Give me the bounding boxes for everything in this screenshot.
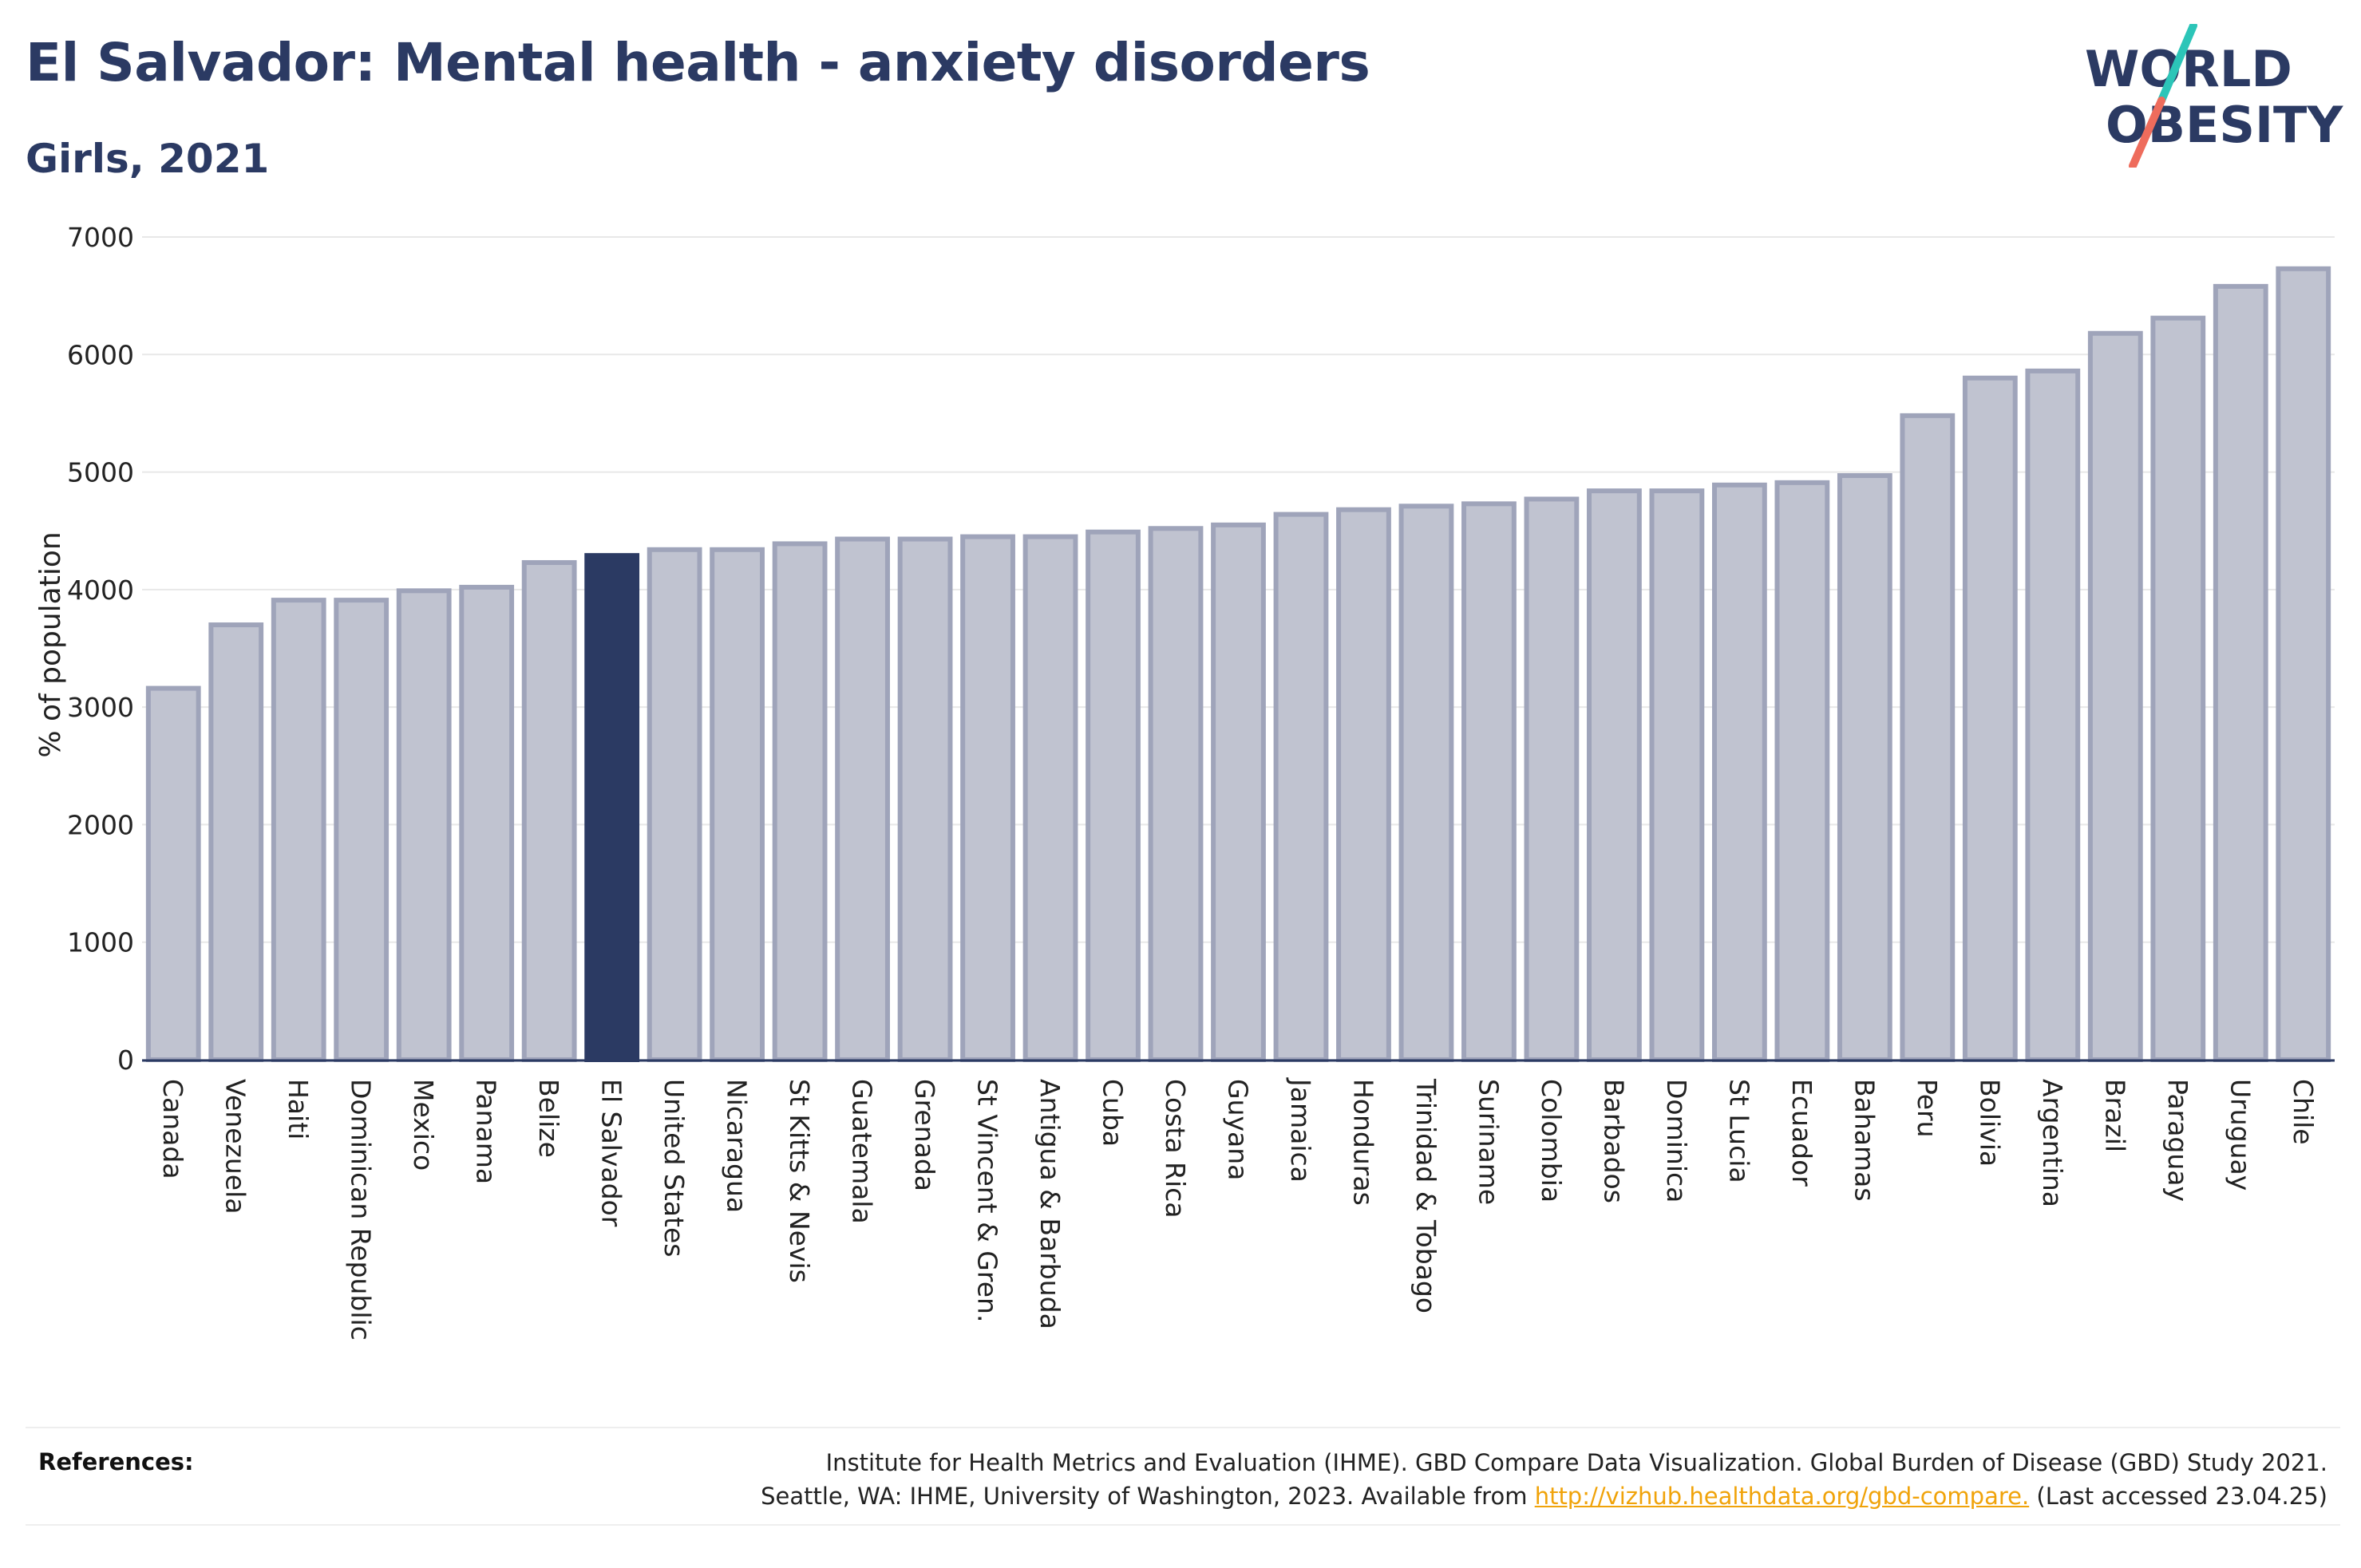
x-tick-label: Argentina <box>2037 1079 2068 1207</box>
bar <box>1837 472 1892 1062</box>
world-obesity-logo: WORLD OBESITY <box>2085 24 2343 168</box>
references-line-2-suffix: (Last accessed 23.04.25) <box>2029 1483 2327 1511</box>
x-tick-label: Mexico <box>408 1079 439 1171</box>
bar <box>2213 283 2268 1062</box>
x-tick-label: St Lucia <box>1723 1079 1754 1183</box>
x-tick-label: Honduras <box>1347 1079 1378 1206</box>
y-tick-label: 3000 <box>67 692 134 723</box>
bar <box>1398 504 1454 1062</box>
bar <box>897 536 953 1062</box>
bar <box>1336 507 1391 1062</box>
references-line-1: Institute for Health Metrics and Evaluat… <box>825 1449 2327 1476</box>
y-tick-label: 0 <box>117 1045 134 1076</box>
x-tick-label: Belize <box>533 1079 564 1158</box>
bar <box>1211 522 1266 1062</box>
x-tick-label: Dominica <box>1661 1079 1692 1203</box>
bar <box>396 588 452 1062</box>
bar <box>521 559 577 1062</box>
bar <box>2025 368 2081 1062</box>
references-label: References: <box>38 1448 194 1475</box>
chart-subtitle: Girls, 2021 <box>26 136 270 182</box>
y-tick-label: 6000 <box>67 339 134 370</box>
references-link[interactable]: http://vizhub.healthdata.org/gbd-compare… <box>1534 1483 2030 1511</box>
references-line-2: Seattle, WA: IHME, University of Washing… <box>761 1479 2327 1513</box>
bar <box>647 547 702 1062</box>
x-tick-label: St Vincent & Gren. <box>972 1079 1003 1322</box>
bar <box>1774 480 1830 1062</box>
x-tick-label: Peru <box>1912 1079 1943 1138</box>
bar <box>1148 526 1204 1062</box>
x-tick-label: Bolivia <box>1974 1079 2005 1167</box>
bar <box>584 553 640 1062</box>
y-tick-label: 2000 <box>67 809 134 840</box>
x-tick-label: Guyana <box>1223 1079 1254 1180</box>
x-tick-label: Dominican Republic <box>346 1079 377 1341</box>
logo-slash-bottom <box>2129 97 2165 168</box>
footer-divider-bottom <box>26 1524 2340 1526</box>
x-tick-label: Trinidad & Tobago <box>1410 1078 1442 1313</box>
bar <box>1461 501 1517 1062</box>
bar <box>1273 511 1329 1062</box>
bar <box>835 536 890 1062</box>
bars <box>145 266 2331 1062</box>
bar <box>710 547 765 1062</box>
y-tick-label: 4000 <box>67 575 134 606</box>
x-tick-label: Barbados <box>1598 1079 1629 1203</box>
x-tick-label: Uruguay <box>2225 1079 2256 1191</box>
y-tick-label: 7000 <box>67 222 134 253</box>
logo-slash-top <box>2157 24 2197 105</box>
y-tick-label: 1000 <box>67 927 134 958</box>
bar <box>1587 488 1642 1062</box>
chart-title: El Salvador: Mental health - anxiety dis… <box>26 32 1370 93</box>
x-tick-label: Jamaica <box>1285 1077 1316 1183</box>
references-line-2-prefix: Seattle, WA: IHME, University of Washing… <box>761 1483 1535 1511</box>
y-axis-ticks: 0 1000 2000 3000 4000 5000 6000 7000 <box>67 222 134 1076</box>
bar <box>1649 488 1705 1062</box>
bar <box>208 622 264 1062</box>
x-tick-label: Cuba <box>1097 1079 1129 1147</box>
x-tick-label: Venezuela <box>220 1079 251 1214</box>
bar <box>1524 496 1580 1062</box>
bar <box>1022 534 1078 1062</box>
references-text: Institute for Health Metrics and Evaluat… <box>761 1446 2327 1513</box>
bar-chart: 0 1000 2000 3000 4000 5000 6000 7000 Canada Vene… <box>34 222 2335 1341</box>
x-tick-label: Chile <box>2288 1079 2319 1145</box>
x-tick-label: Haiti <box>283 1079 314 1139</box>
bar <box>145 685 201 1062</box>
x-tick-label: Grenada <box>909 1079 940 1191</box>
footer-divider-top <box>26 1427 2340 1428</box>
x-tick-label: Canada <box>157 1079 188 1179</box>
x-tick-label: Paraguay <box>2162 1079 2193 1202</box>
bar <box>271 598 326 1062</box>
bar <box>2087 330 2143 1062</box>
x-tick-label: Suriname <box>1473 1079 1504 1205</box>
bar <box>960 534 1015 1062</box>
x-tick-label: Bahamas <box>1849 1079 1880 1202</box>
x-tick-label: Panama <box>471 1079 502 1184</box>
bar <box>1711 482 1767 1062</box>
bar <box>1962 375 2018 1062</box>
bar <box>459 584 515 1062</box>
x-tick-label: Antigua & Barbuda <box>1034 1079 1066 1329</box>
y-axis-title: % of population <box>34 531 67 757</box>
bar <box>334 598 390 1062</box>
x-tick-label: Nicaragua <box>722 1079 753 1213</box>
x-tick-label: El Salvador <box>596 1079 627 1227</box>
x-tick-label: St Kitts & Nevis <box>784 1079 815 1283</box>
bar <box>1086 529 1141 1062</box>
x-axis-category-labels: Canada Venezuela Haiti Dominican Republic Me… <box>157 1077 2319 1341</box>
x-tick-label: Brazil <box>2099 1079 2130 1152</box>
x-tick-label: Costa Rica <box>1160 1079 1191 1218</box>
logo-text-world: WORLD <box>2085 40 2292 98</box>
bar <box>772 541 828 1062</box>
y-tick-label: 5000 <box>67 457 134 488</box>
bar <box>2276 266 2331 1062</box>
x-tick-label: United States <box>658 1079 690 1257</box>
bar <box>1900 413 1956 1062</box>
x-tick-label: Colombia <box>1536 1079 1567 1203</box>
x-tick-label: Ecuador <box>1786 1079 1817 1187</box>
bar <box>2150 315 2206 1062</box>
x-tick-label: Guatemala <box>847 1079 878 1224</box>
